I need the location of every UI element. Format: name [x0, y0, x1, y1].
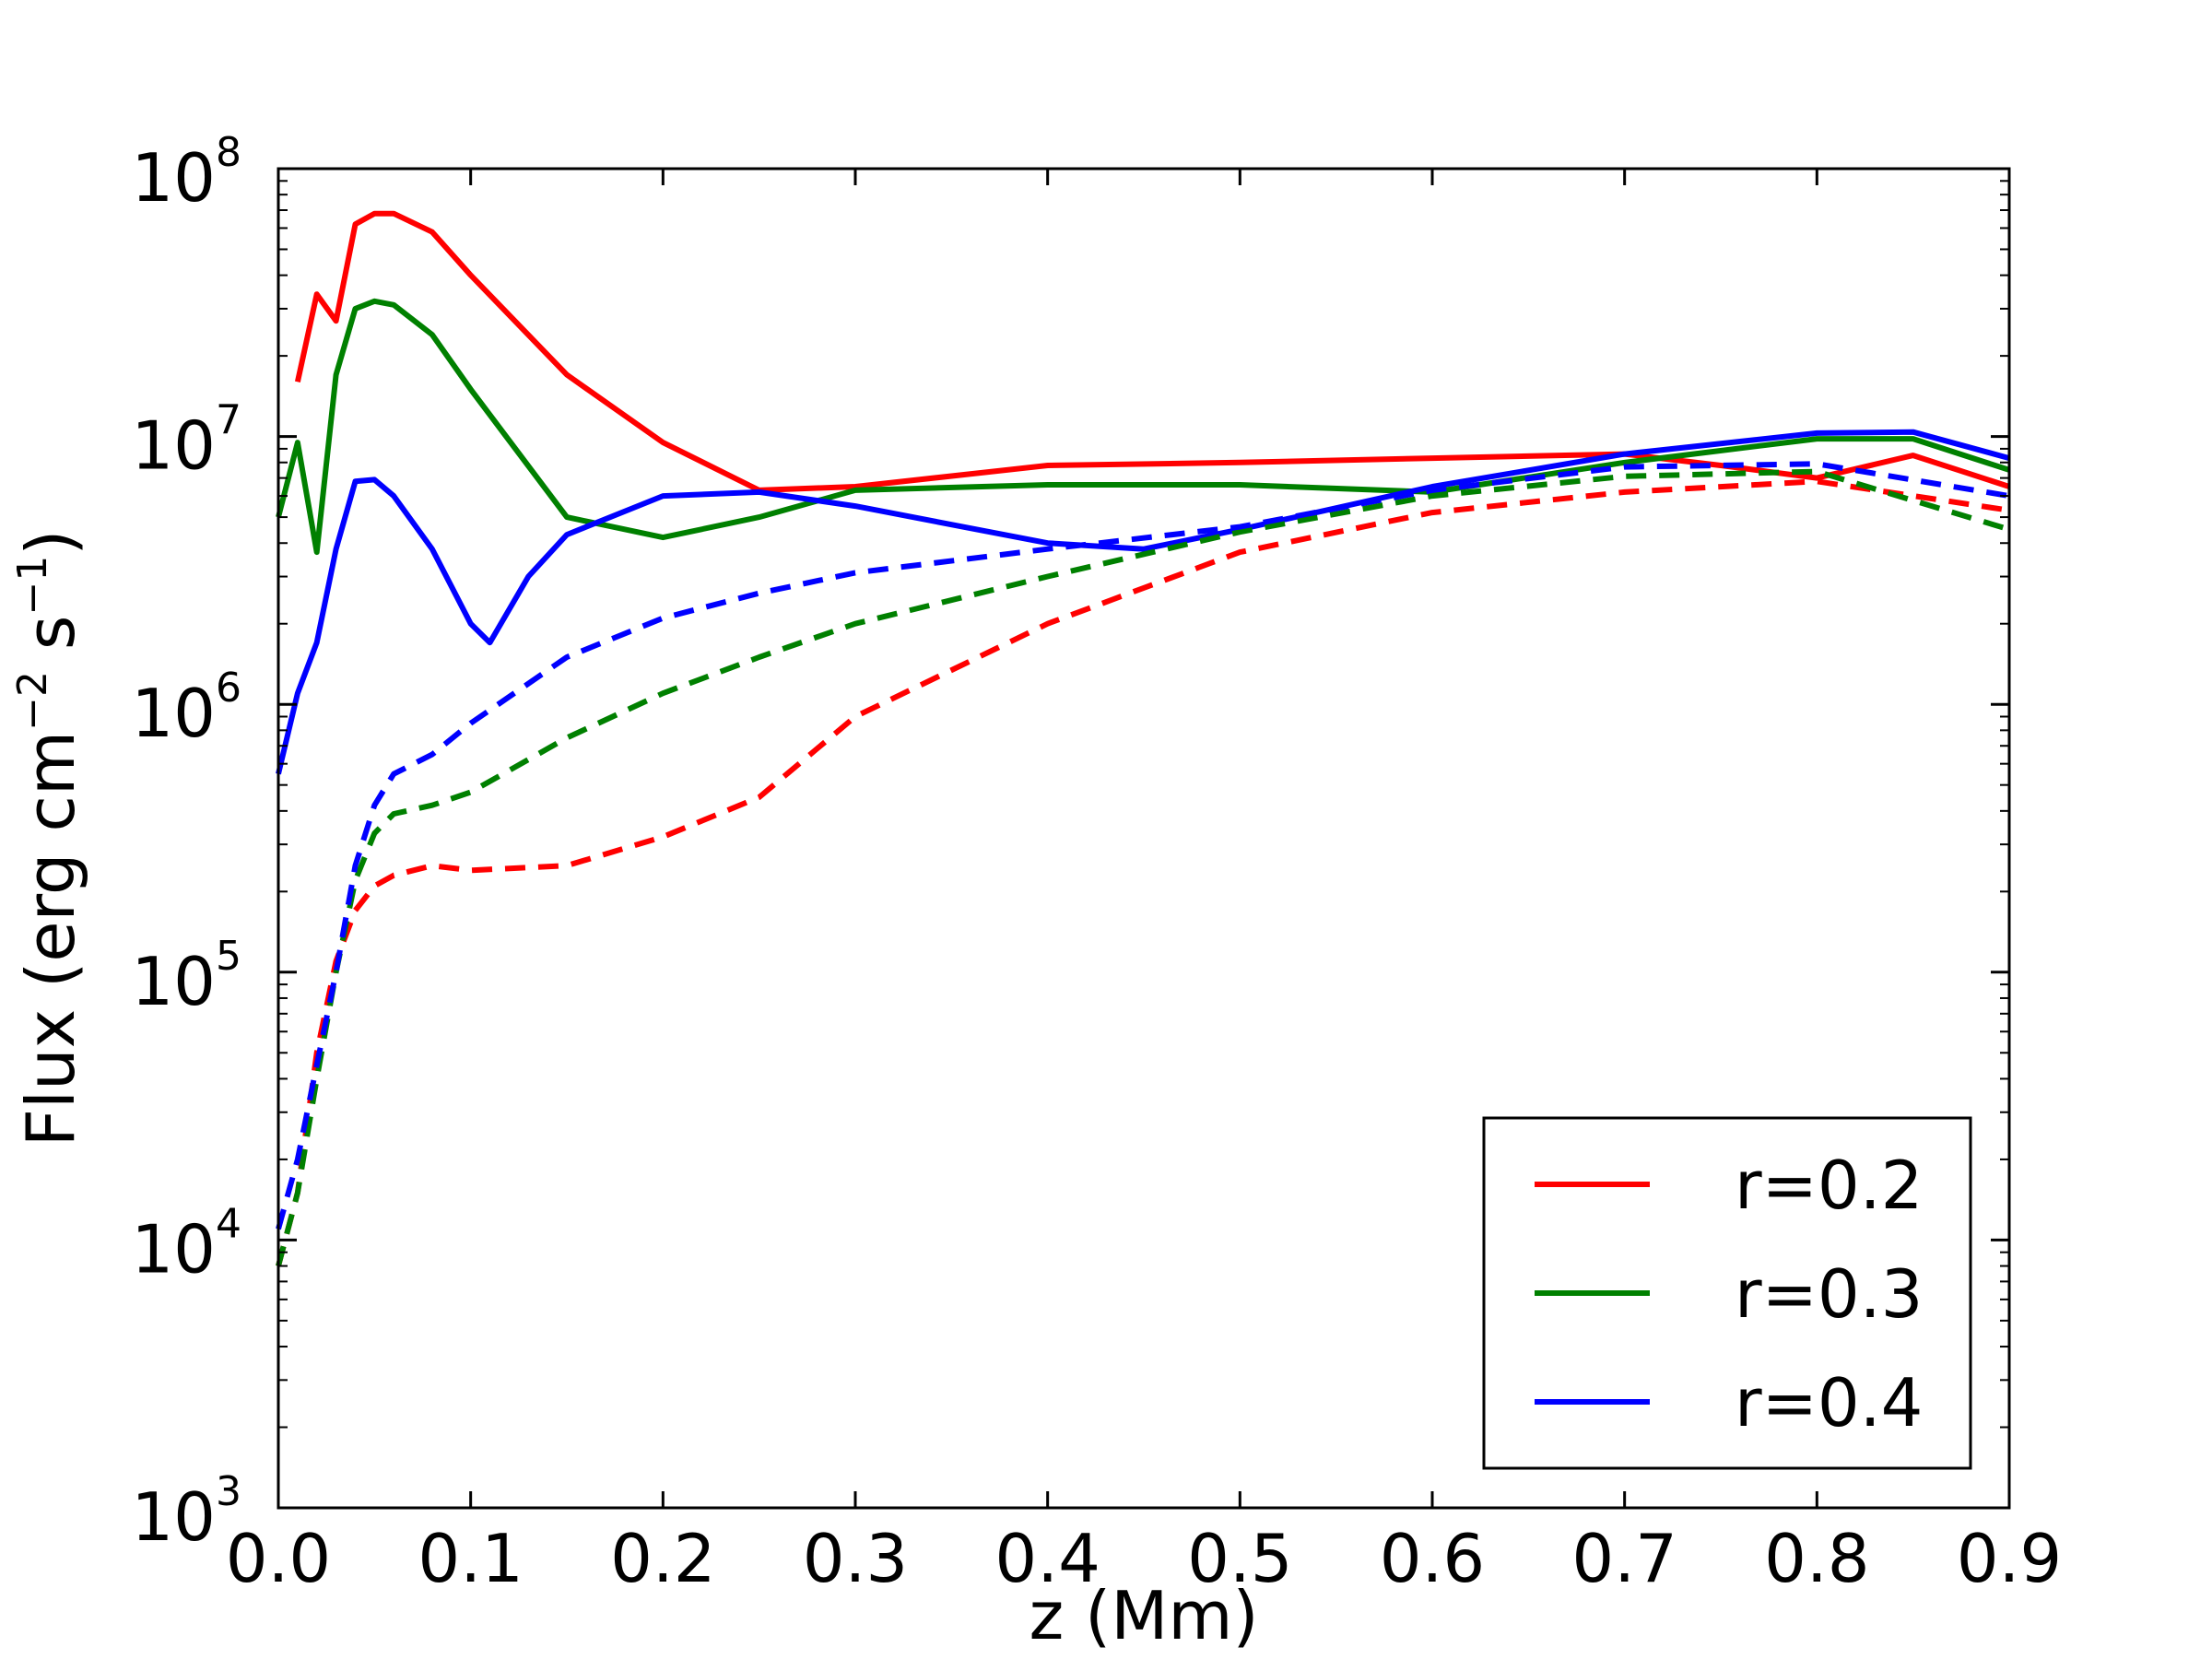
- x-tick-label: 0.2: [610, 1520, 716, 1597]
- series-line-r-0.4-dashed: [276, 461, 2010, 1230]
- y-tick-label: 104: [131, 1200, 241, 1288]
- x-axis-title: z (Mm): [1029, 1577, 1258, 1654]
- y-tick-label: 107: [131, 397, 241, 485]
- series-line-r-0.3-solid: [276, 298, 2010, 556]
- tick-layer: [276, 167, 2011, 1510]
- y-axis-title-end: ): [12, 530, 89, 556]
- y-tick-label-base: 10: [131, 943, 216, 1020]
- x-tick-label: 0.5: [1187, 1520, 1293, 1597]
- x-tick-label: 0.1: [418, 1520, 524, 1597]
- legend-label-r-0.4: r=0.4: [1735, 1364, 1923, 1441]
- y-tick-label-exp: 7: [216, 397, 241, 444]
- y-tick-label-exp: 4: [216, 1200, 241, 1247]
- y-tick-label-base: 10: [131, 139, 216, 217]
- y-axis-title-mid: s: [12, 616, 89, 671]
- x-tick-label: 0.3: [803, 1520, 909, 1597]
- y-tick-label-exp: 6: [216, 665, 241, 712]
- y-tick-label: 106: [131, 665, 241, 752]
- y-tick-label-exp: 3: [216, 1468, 241, 1515]
- y-tick-label-base: 10: [131, 407, 216, 485]
- y-tick-label-base: 10: [131, 675, 216, 752]
- plot-frame: [276, 167, 2011, 1510]
- y-axis-title-exp2: −1: [9, 556, 56, 616]
- y-tick-label-base: 10: [131, 1478, 216, 1556]
- legend-entries: r=0.2 r=0.3 r=0.4: [1535, 1147, 1923, 1441]
- x-tick-label: 0.4: [994, 1520, 1100, 1597]
- y-tick-label: 105: [131, 933, 241, 1020]
- y-axis-title-main: Flux (erg cm: [12, 731, 89, 1147]
- series-line-r-0.4-solid: [276, 429, 2010, 775]
- series-layer: [276, 210, 2010, 1267]
- legend-label-r-0.3: r=0.3: [1735, 1255, 1923, 1333]
- x-tick-labels: 0.0 0.1 0.2 0.3 0.4 0.5 0.6 0.7 0.8 0.9: [226, 1520, 2063, 1597]
- y-tick-label: 108: [131, 129, 241, 217]
- x-tick-label: 0.7: [1571, 1520, 1677, 1597]
- legend-label-r-0.2: r=0.2: [1735, 1147, 1923, 1224]
- x-tick-label: 0.9: [1957, 1520, 2063, 1597]
- y-axis-title: Flux (erg cm−2 s−1): [9, 530, 89, 1147]
- series-line-r-0.3-dashed: [276, 468, 2010, 1267]
- x-tick-label: 0.8: [1764, 1520, 1870, 1597]
- x-tick-label: 0.6: [1380, 1520, 1486, 1597]
- y-tick-label-base: 10: [131, 1210, 216, 1288]
- y-tick-label-exp: 5: [216, 933, 241, 980]
- legend: r=0.2 r=0.3 r=0.4: [1482, 1116, 1972, 1470]
- x-tick-label: 0.0: [226, 1520, 332, 1597]
- y-axis-title-exp1: −2: [9, 671, 56, 731]
- y-tick-label-exp: 8: [216, 129, 241, 176]
- y-tick-label: 103: [131, 1468, 241, 1556]
